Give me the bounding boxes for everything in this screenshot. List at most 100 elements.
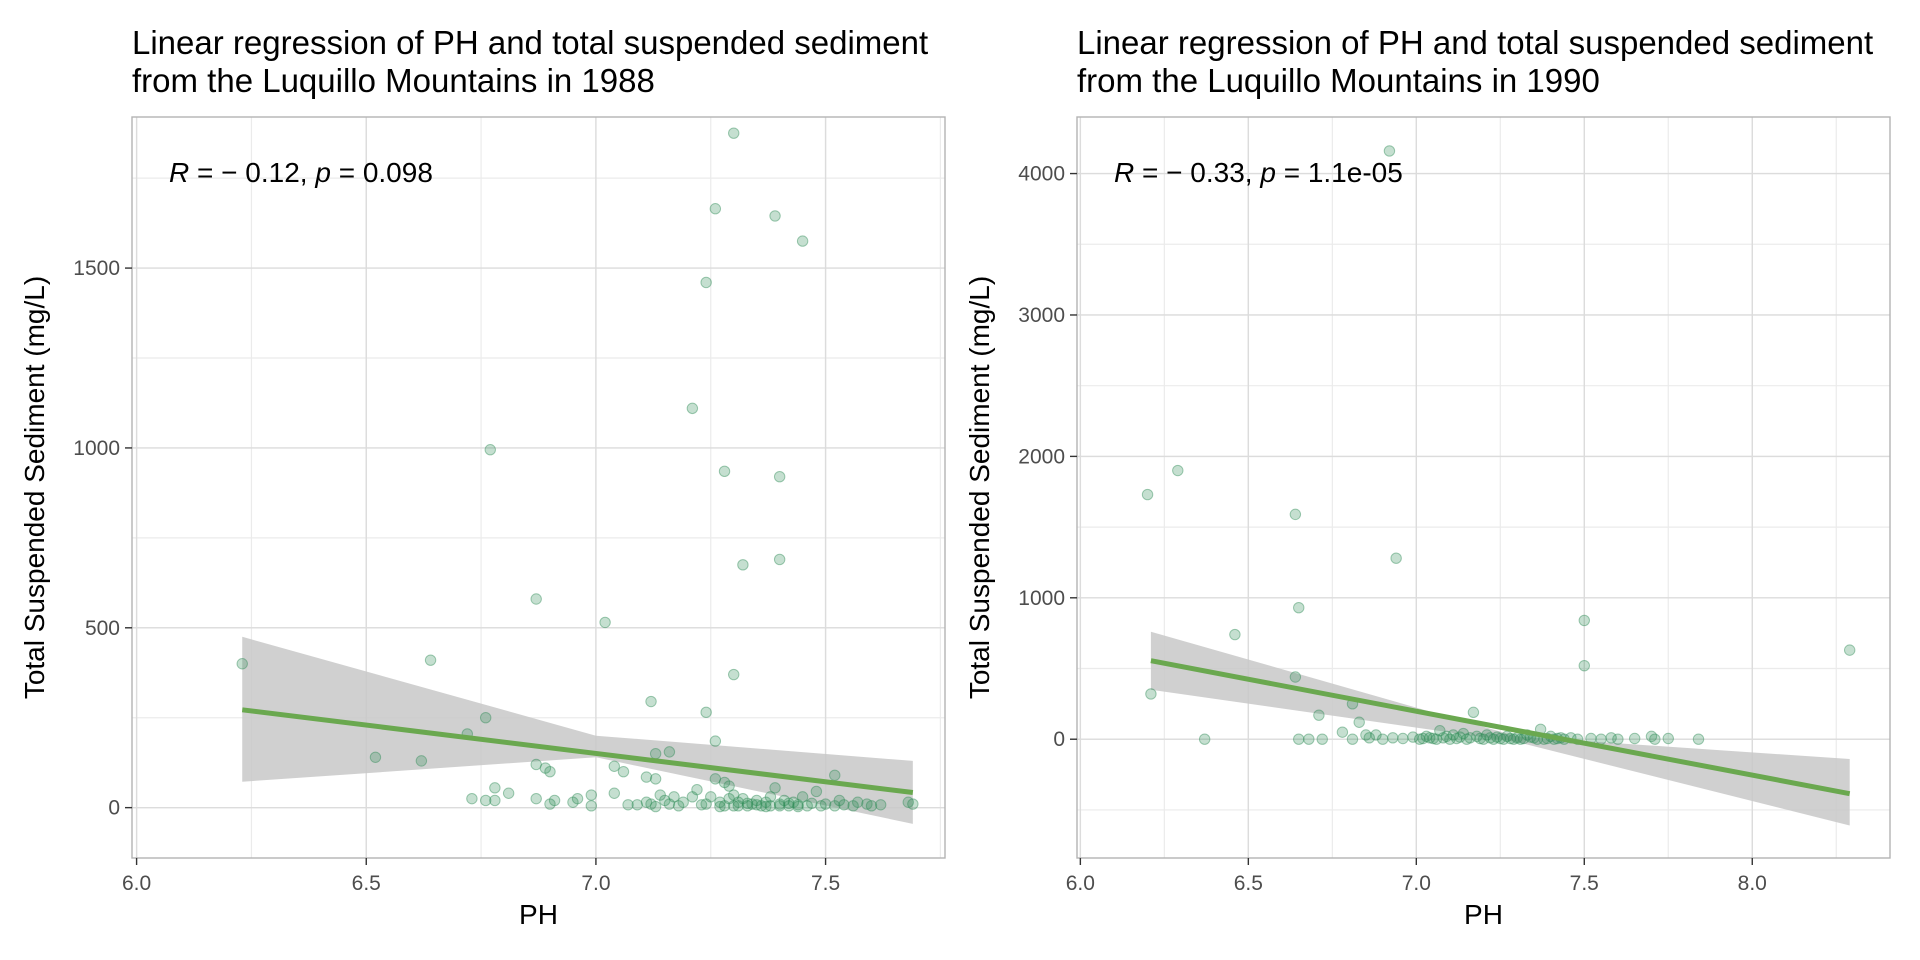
data-point [801,800,813,812]
data-point [1363,732,1375,744]
data-point [1457,727,1470,740]
data-point [1474,732,1486,745]
data-point [1471,730,1483,743]
gridlines [132,117,945,858]
data-point [1508,733,1520,745]
data-point [530,593,542,605]
data-point [1424,732,1436,744]
data-point [608,760,620,772]
data-point [1420,730,1433,743]
data-point [709,203,722,215]
data-point [806,797,818,810]
data-point [236,658,248,670]
data-point [750,799,763,811]
chart-title-line: from the Luquillo Mountains in 1988 [132,62,655,99]
data-point [663,798,676,810]
data-point [502,787,515,799]
data-point [796,235,809,247]
data-point [415,755,428,767]
data-point [819,798,832,810]
x-tick-label: 6.0 [122,872,151,895]
gridlines [1077,117,1890,858]
y-tick-label: 500 [85,617,120,640]
data-point [741,800,754,812]
data-point [544,765,556,778]
data-point [732,800,745,812]
x-tick-label: 6.0 [1066,872,1095,895]
data-point [755,800,767,812]
data-point [787,796,800,808]
data-point [1578,614,1590,627]
confidence-band [242,636,913,824]
data-point [369,751,382,763]
data-point [1383,145,1396,157]
data-point [750,794,763,807]
y-axis: 0 1000 2000 3000 4000 Total Suspended Sedimen… [964,163,1077,751]
data-point [1578,659,1590,672]
data-point [1494,732,1506,745]
data-point [1293,733,1305,745]
data-point [1172,464,1184,477]
x-tick-label: 8.0 [1738,872,1767,895]
data-point [741,797,754,810]
data-point [1501,730,1513,743]
data-point [838,799,850,811]
data-point [686,402,699,415]
data-point [530,758,542,771]
data-point [479,712,492,724]
data-point [773,800,786,812]
data-point [649,773,662,785]
data-point [773,471,786,483]
x-axis: 6.0 6.5 7.0 7.5 PH [122,858,840,930]
data-point [1628,732,1641,745]
data-point [1440,730,1453,743]
data-point [1843,644,1856,656]
data-point [783,797,795,810]
data-point [1141,488,1154,501]
regression-line [1150,658,1851,797]
stat-annotation: R = − 0.33, p = 1.1e-05 [1114,157,1403,188]
data-point [1692,733,1705,745]
data-point [585,789,598,801]
data-point [728,668,740,681]
data-point [769,782,781,794]
chart-panel-1988: Linear regression of PH and total suspen… [19,24,946,930]
data-point [1662,732,1674,745]
data-point [865,800,878,812]
data-point [1514,733,1527,745]
data-point [640,771,653,783]
data-point [1464,732,1476,744]
y-tick-label: 0 [108,797,120,820]
data-point [539,762,552,774]
data-point [700,706,712,719]
data-point [1497,733,1510,745]
x-tick-label: 6.5 [352,872,381,895]
data-point [1434,725,1446,737]
data-point [1450,732,1463,745]
data-point [672,800,685,812]
data-point [769,210,781,222]
data-point [737,792,749,805]
data-point [773,553,786,566]
data-point [764,791,777,803]
data-point [1390,552,1402,564]
data-point [622,799,634,811]
data-point [709,735,722,747]
data-point [530,792,542,805]
data-point [659,794,671,807]
data-point [861,798,873,810]
confidence-band [1150,631,1850,826]
chart-title-line: Linear regression of PH and total suspen… [1077,24,1873,61]
data-point [810,785,823,798]
data-point [1477,733,1490,745]
data-point [585,800,598,812]
chart-title: Linear regression of PH and total suspen… [132,24,928,99]
data-point [764,800,777,812]
data-point [1645,730,1658,743]
y-tick-label: 1500 [73,257,120,280]
data-point [1487,733,1500,745]
data-point [902,796,914,808]
data-point [645,798,657,810]
data-point [1407,731,1419,743]
data-point [1145,688,1157,700]
